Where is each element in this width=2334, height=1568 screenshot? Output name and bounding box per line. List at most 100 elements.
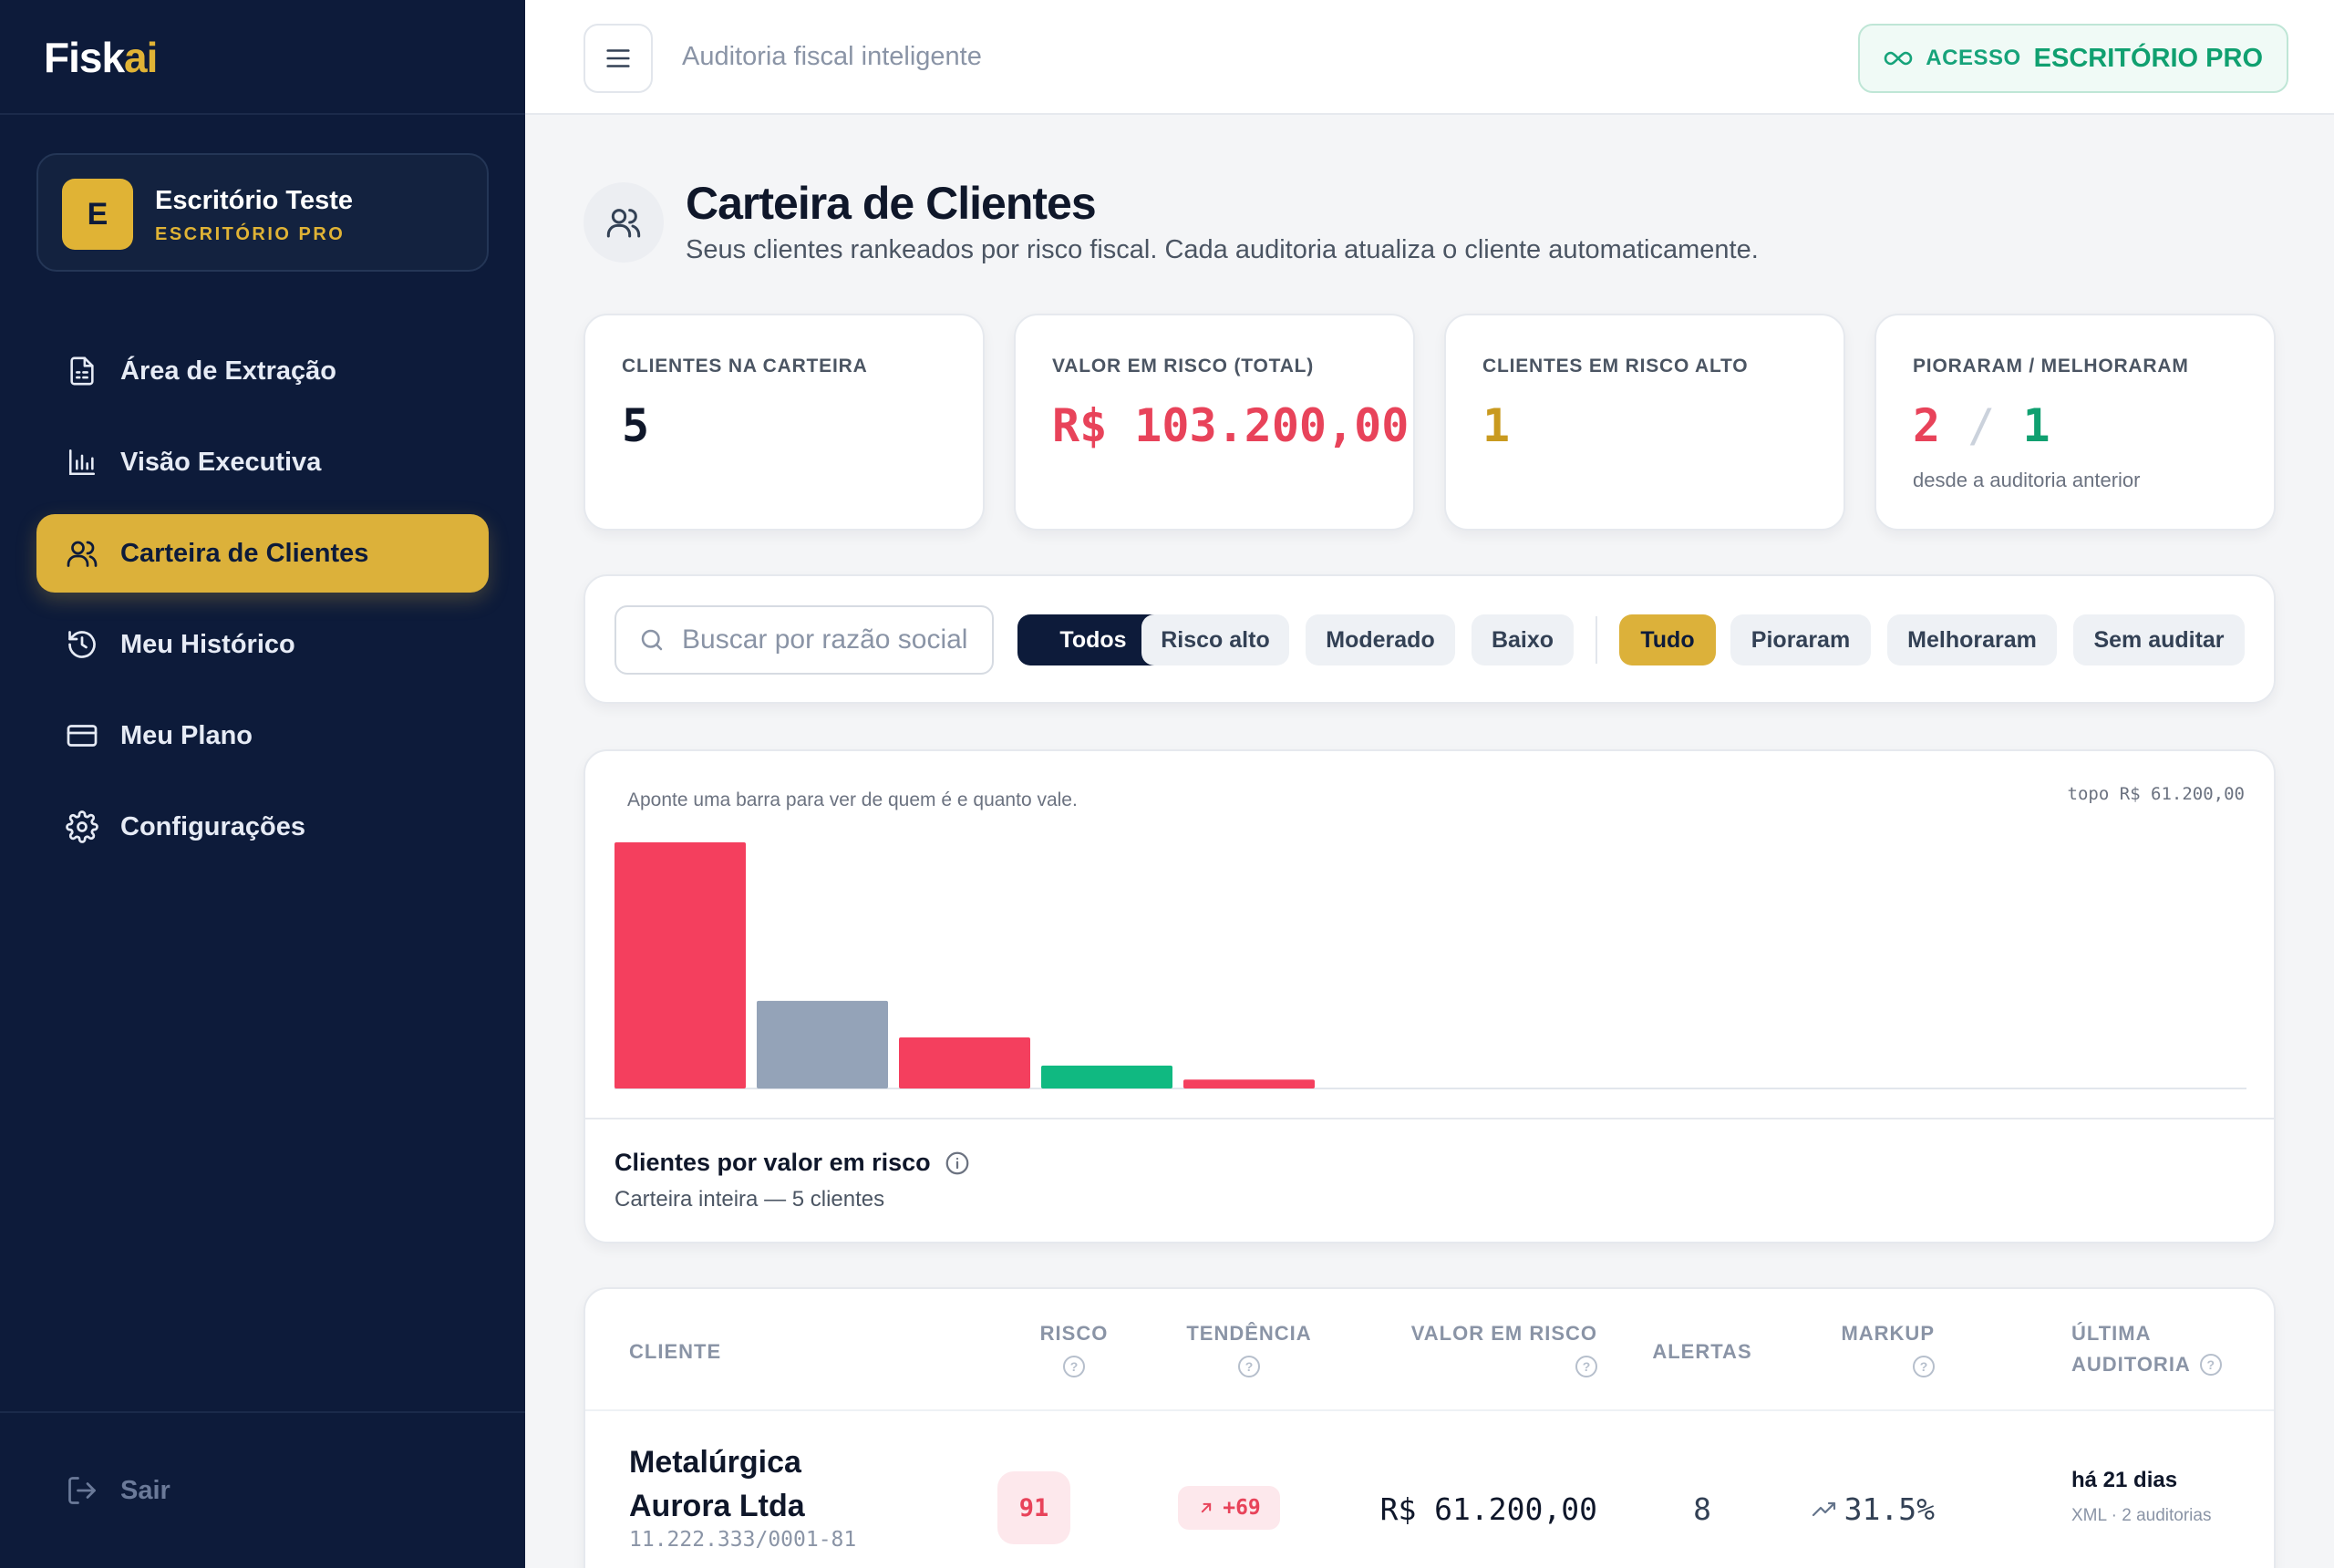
- chip-baixo[interactable]: Baixo: [1472, 614, 1574, 665]
- stat-value: 5: [622, 399, 650, 452]
- filter-bar: Buscar por razão social Todos Risco alto…: [584, 574, 2276, 704]
- chart-card: Aponte uma barra para ver de quem é e qu…: [584, 749, 2276, 1243]
- chip-sem-auditar[interactable]: Sem auditar: [2073, 614, 2245, 665]
- bar-chart-icon: [64, 444, 100, 480]
- logout-button[interactable]: Sair: [36, 1451, 489, 1530]
- chart-bar[interactable]: [899, 1037, 1030, 1088]
- chip-separator: [1596, 616, 1597, 664]
- search-input[interactable]: Buscar por razão social: [614, 605, 994, 675]
- help-icon: ?: [1238, 1356, 1260, 1377]
- app-logo[interactable]: Fiskai: [44, 34, 158, 81]
- client-name: Metalúrgica Aurora Ltda: [629, 1445, 805, 1523]
- value-at-risk: R$ 61.200,00: [1379, 1491, 1597, 1527]
- sidebar: Fiskai E Escritório Teste ESCRITÓRIO PRO…: [0, 0, 525, 1568]
- sidebar-divider: [0, 1411, 525, 1413]
- chip-moderado[interactable]: Moderado: [1306, 614, 1455, 665]
- help-icon: ?: [1913, 1356, 1935, 1377]
- menu-button[interactable]: [584, 24, 653, 93]
- th-cliente[interactable]: CLIENTE: [629, 1340, 722, 1363]
- nav-label: Visão Executiva: [120, 447, 322, 477]
- nav-label: Meu Histórico: [120, 629, 295, 659]
- th-ultima-auditoria[interactable]: ÚLTIMA AUDITORIA?: [2071, 1322, 2222, 1377]
- th-tendencia[interactable]: TENDÊNCIA?: [1158, 1322, 1340, 1377]
- logout-label: Sair: [120, 1475, 170, 1505]
- markup-value: 31.5%: [1771, 1491, 1935, 1527]
- nav-item-historico[interactable]: Meu Histórico: [36, 605, 489, 684]
- client-cnpj: 11.222.333/0001-81: [629, 1528, 857, 1552]
- nav-item-plano[interactable]: Meu Plano: [36, 696, 489, 775]
- stat-label: CLIENTES NA CARTEIRA: [622, 356, 868, 377]
- access-value: ESCRITÓRIO PRO: [2033, 43, 2263, 73]
- clients-table: CLIENTE RISCO? TENDÊNCIA? VALOR EM RISCO…: [584, 1287, 2276, 1568]
- chart-footer: Clientes por valor em risco Carteira int…: [585, 1118, 2274, 1242]
- th-risco[interactable]: RISCO?: [1001, 1322, 1147, 1377]
- access-badge[interactable]: ACESSO ESCRITÓRIO PRO: [1858, 24, 2288, 93]
- nav-label: Carteira de Clientes: [120, 538, 369, 568]
- chart-footer-subtitle: Carteira inteira — 5 clientes: [614, 1187, 885, 1212]
- last-audit-sub: XML · 2 auditorias: [2071, 1506, 2212, 1525]
- chart-bar[interactable]: [757, 1000, 888, 1088]
- file-text-icon: [64, 353, 100, 389]
- chip-pioraram[interactable]: Pioraram: [1730, 614, 1871, 665]
- stat-card-risco-alto: CLIENTES EM RISCO ALTO 1: [1444, 314, 1845, 531]
- chart-bar[interactable]: [1183, 1079, 1315, 1088]
- bar-chart: [614, 769, 2263, 1116]
- chip-risco-alto[interactable]: Risco alto: [1141, 614, 1289, 665]
- nav-item-configuracoes[interactable]: Configurações: [36, 788, 489, 866]
- chart-bar[interactable]: [614, 842, 746, 1088]
- org-card[interactable]: E Escritório Teste ESCRITÓRIO PRO: [36, 153, 489, 272]
- chart-footer-title: Clientes por valor em risco: [614, 1149, 971, 1177]
- org-name: Escritório Teste: [155, 186, 354, 215]
- stat-card-clientes: CLIENTES NA CARTEIRA 5: [584, 314, 985, 531]
- chart-hint: Aponte uma barra para ver de quem é e qu…: [627, 789, 1078, 810]
- header-separator: [585, 1409, 2274, 1411]
- help-icon: ?: [1575, 1356, 1597, 1377]
- last-audit: há 21 dias: [2071, 1468, 2178, 1492]
- nav-label: Configurações: [120, 811, 306, 841]
- chip-tudo[interactable]: Tudo: [1619, 614, 1716, 665]
- stat-value: 2 / 1: [1913, 399, 2050, 452]
- trending-up-icon: [1812, 1501, 1835, 1516]
- topbar: Auditoria fiscal inteligente ACESSO ESCR…: [525, 0, 2334, 115]
- nav-item-extracao[interactable]: Área de Extração: [36, 332, 489, 410]
- th-markup[interactable]: MARKUP?: [1807, 1322, 1935, 1377]
- stat-label: PIORARAM / MELHORARAM: [1913, 356, 2189, 377]
- nav-label: Área de Extração: [120, 356, 336, 386]
- page-icon: [584, 182, 664, 263]
- stat-label: CLIENTES EM RISCO ALTO: [1482, 356, 1749, 377]
- stat-card-valor-risco: VALOR EM RISCO (TOTAL) R$ 103.200,00: [1014, 314, 1415, 531]
- history-icon: [64, 626, 100, 663]
- page-title: Carteira de Clientes: [686, 178, 1097, 229]
- stat-label: VALOR EM RISCO (TOTAL): [1052, 356, 1315, 377]
- risk-score-badge: 91: [997, 1471, 1070, 1544]
- help-icon: ?: [1063, 1356, 1085, 1377]
- org-plan: ESCRITÓRIO PRO: [155, 224, 346, 244]
- stat-value: R$ 103.200,00: [1052, 399, 1410, 452]
- th-alertas[interactable]: ALERTAS: [1652, 1340, 1752, 1363]
- stat-foot: desde a auditoria anterior: [1913, 469, 2141, 491]
- gear-icon: [64, 809, 100, 845]
- infinity-icon: [1884, 51, 1913, 66]
- page-subtitle: Seus clientes rankeados por risco fiscal…: [686, 235, 1759, 264]
- th-valor-risco[interactable]: VALOR EM RISCO?: [1369, 1322, 1597, 1377]
- alerts-count: 8: [1693, 1491, 1711, 1527]
- users-icon: [64, 535, 100, 572]
- trend-badge: +69: [1178, 1486, 1280, 1530]
- arrow-up-right-icon: [1202, 1502, 1212, 1513]
- chart-bar[interactable]: [1041, 1065, 1172, 1088]
- value-separator: /: [1967, 399, 1996, 452]
- nav-item-visao-executiva[interactable]: Visão Executiva: [36, 423, 489, 501]
- menu-icon: [606, 49, 630, 67]
- search-icon: [641, 629, 663, 651]
- nav-item-carteira[interactable]: Carteira de Clientes: [36, 514, 489, 593]
- logout-icon: [64, 1472, 100, 1509]
- org-avatar: E: [62, 179, 133, 250]
- credit-card-icon: [64, 717, 100, 754]
- better-count: 1: [2022, 399, 2050, 452]
- stat-value: 1: [1482, 399, 1511, 452]
- help-icon: ?: [2199, 1354, 2222, 1376]
- worse-count: 2: [1913, 399, 1941, 452]
- info-icon[interactable]: [944, 1150, 971, 1177]
- chip-melhoraram[interactable]: Melhoraram: [1887, 614, 2057, 665]
- access-label: ACESSO: [1926, 46, 2021, 70]
